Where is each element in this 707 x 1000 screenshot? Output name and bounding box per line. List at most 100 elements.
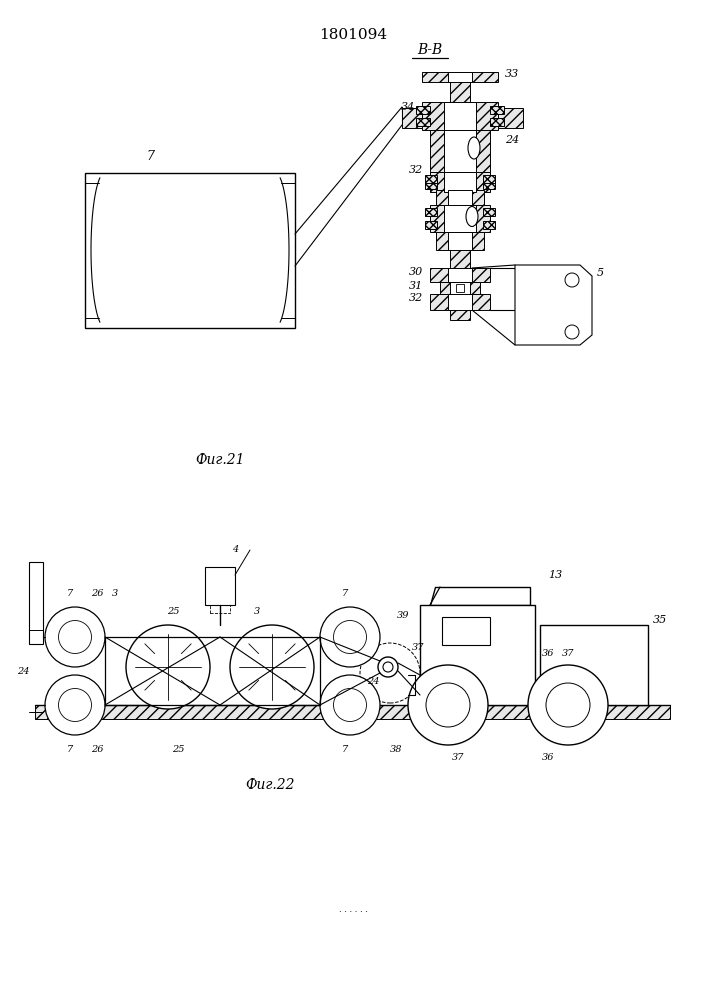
Text: 24: 24 [367,676,379,686]
Polygon shape [430,587,530,605]
Bar [430,268,490,282]
Bar [490,106,504,114]
Bar [430,294,490,310]
Text: 7: 7 [342,744,348,754]
Circle shape [334,688,366,722]
Bar [444,102,476,130]
Text: 26: 26 [90,588,103,597]
Text: · · · · · ·: · · · · · · [339,908,368,916]
Text: 32: 32 [409,165,423,175]
Circle shape [320,607,380,667]
Text: 1801094: 1801094 [319,28,387,42]
Text: 3: 3 [112,588,118,597]
Text: 4: 4 [232,546,238,554]
Bar [416,118,430,126]
Text: 37: 37 [411,643,424,652]
Text: 36: 36 [542,752,554,762]
Circle shape [546,683,590,727]
Bar [425,208,437,216]
Circle shape [320,675,380,735]
Text: 39: 39 [397,610,409,619]
Text: 24: 24 [17,666,29,676]
Text: 25: 25 [172,744,185,754]
Bar [540,625,648,705]
Bar [29,562,43,644]
Text: 30: 30 [409,267,423,277]
Text: 7: 7 [67,744,73,754]
Bar [444,130,476,172]
Bar [422,72,498,82]
Circle shape [45,607,105,667]
Bar [425,175,437,183]
Bar [450,72,470,320]
Ellipse shape [468,137,480,159]
Bar [483,181,495,189]
Bar [450,282,470,294]
Bar [448,232,472,250]
Bar [210,605,230,613]
Text: 24: 24 [505,135,519,145]
Bar [430,205,490,232]
Bar [205,567,235,605]
Bar [483,221,495,229]
Bar [456,284,464,292]
Circle shape [59,620,91,654]
Text: 26: 26 [90,744,103,754]
Text: 36: 36 [542,648,554,658]
Bar [444,172,476,192]
Bar [430,172,490,192]
Text: Фиг.22: Фиг.22 [245,778,295,792]
Text: 33: 33 [505,69,519,79]
Text: 3: 3 [254,606,260,615]
Circle shape [378,657,398,677]
Circle shape [45,675,105,735]
Text: 7: 7 [67,588,73,597]
Text: 32: 32 [409,293,423,303]
Circle shape [565,273,579,287]
Circle shape [59,688,91,722]
Bar [436,190,484,205]
Text: 5: 5 [597,268,604,278]
Polygon shape [515,265,592,345]
Bar [448,72,472,82]
Bar [442,617,490,645]
Text: 35: 35 [653,615,667,625]
Circle shape [426,683,470,727]
Text: 38: 38 [390,744,402,754]
Text: 37: 37 [452,752,464,762]
Ellipse shape [466,207,478,227]
Text: 7: 7 [146,150,154,163]
Bar [436,232,484,250]
Bar [483,175,495,183]
Text: 13: 13 [548,570,562,580]
Bar [416,106,430,114]
Bar [440,282,480,294]
Text: 34: 34 [401,102,415,112]
Circle shape [408,665,488,745]
Circle shape [230,625,314,709]
Bar [420,605,535,705]
Bar [35,705,670,719]
Bar [444,205,476,232]
Text: 31: 31 [409,281,423,291]
Text: В-В: В-В [417,43,443,57]
Bar [483,208,495,216]
Text: 7: 7 [342,588,348,597]
Circle shape [383,662,393,672]
Circle shape [565,325,579,339]
Bar [85,172,295,328]
Bar [402,107,422,127]
Circle shape [528,665,608,745]
Bar [498,107,523,127]
Bar [448,294,472,310]
Bar [422,102,498,130]
Bar [425,181,437,189]
Bar [448,268,472,282]
Circle shape [334,620,366,654]
Text: 37: 37 [562,648,574,658]
Circle shape [126,625,210,709]
Bar [425,221,437,229]
Text: 25: 25 [167,606,180,615]
Bar [490,118,504,126]
Bar [430,130,490,172]
